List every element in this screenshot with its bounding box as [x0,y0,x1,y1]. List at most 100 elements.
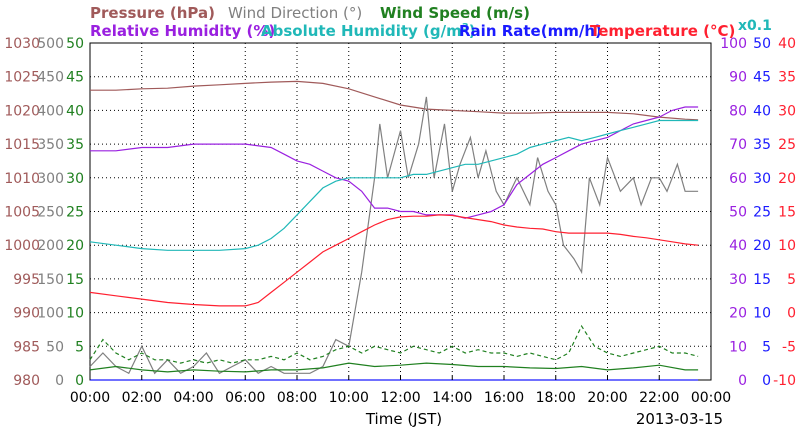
chart-date: 2013-03-15 [636,410,723,428]
legend-abs-humidity-close: ) [469,22,476,40]
x-tick-label: 00:00 [691,390,731,406]
y-tick-label-wind-speed: 0 [75,373,84,389]
y-tick-label-wind-speed: 25 [66,205,84,221]
y-tick-label-wind-direction: 450 [37,70,64,86]
y-tick-label-temperature: 5 [787,272,796,288]
abs-humidity-scale-label: x0.1 [738,18,772,34]
y-tick-label-rel-humidity: 10 [729,339,747,355]
y-tick-label-temperature: -5 [782,339,796,355]
y-tick-label-rain-rate: 0 [762,373,771,389]
y-tick-label-rel-humidity: 30 [729,272,747,288]
y-tick-label-wind-speed: 40 [66,103,84,119]
x-tick-label: 00:00 [70,390,110,406]
y-tick-label-rain-rate: 35 [753,137,771,153]
y-tick-label-wind-direction: 400 [37,103,64,119]
y-tick-label-wind-direction: 250 [37,205,64,221]
series-wind-speed-gust-m-s [89,324,699,364]
legend-rain-rate: Rain Rate(mm/h) [459,22,602,40]
legend-abs-humidity-sup: 3 [462,22,469,33]
x-tick-label: 14:00 [432,390,472,406]
x-tick-label: 20:00 [587,390,627,406]
y-tick-label-temperature: 15 [778,205,796,221]
series-group [89,80,699,381]
series-wind-direction [89,96,699,375]
y-tick-label-pressure: 1000 [4,238,40,254]
y-tick-label-wind-speed: 15 [66,272,84,288]
legend-wind-speed: Wind Speed (m/s) [380,4,530,22]
y-tick-label-wind-direction: 50 [46,339,64,355]
y-tick-label-rel-humidity: 90 [729,70,747,86]
y-tick-label-rel-humidity: 40 [729,238,747,254]
y-tick-label-pressure: 1020 [4,103,40,119]
legend-temperature: Temperature (°C) [590,22,735,40]
y-tick-label-pressure: 1025 [4,70,40,86]
y-tick-label-wind-direction: 350 [37,137,64,153]
y-tick-label-wind-direction: 200 [37,238,64,254]
legend-abs-humidity: Absolute Humidity (g/m3) [261,22,476,40]
legend-pressure: Pressure (hPa) [90,4,215,22]
y-tick-label-temperature: 40 [778,36,796,52]
y-tick-label-pressure: 1010 [4,171,40,187]
x-tick-label: 06:00 [225,390,265,406]
grid [90,43,711,380]
x-tick-label: 18:00 [536,390,576,406]
x-tick-label: 02:00 [122,390,162,406]
y-tick-label-rel-humidity: 70 [729,137,747,153]
y-tick-label-wind-speed: 50 [66,36,84,52]
y-tick-label-rain-rate: 10 [753,306,771,322]
x-tick-label: 12:00 [380,390,420,406]
y-tick-label-temperature: 25 [778,137,796,153]
y-tick-label-rain-rate: 5 [762,339,771,355]
axis-ticks: 9809859909951000100510101015102010251030… [4,36,796,406]
y-tick-label-wind-speed: 45 [66,70,84,86]
y-tick-label-temperature: 0 [787,306,796,322]
y-tick-label-wind-speed: 35 [66,137,84,153]
x-tick-label: 16:00 [484,390,524,406]
x-tick-label: 22:00 [639,390,679,406]
series-pressure-hpa [90,80,699,121]
y-tick-label-rain-rate: 40 [753,103,771,119]
y-tick-label-pressure: 1030 [4,36,40,52]
y-tick-label-temperature: 30 [778,103,796,119]
y-tick-label-temperature: -10 [773,373,796,389]
y-tick-label-pressure: 985 [13,339,40,355]
y-tick-label-rain-rate: 25 [753,205,771,221]
y-tick-label-rel-humidity: 60 [729,171,747,187]
y-tick-label-rel-humidity: 100 [720,36,747,52]
y-tick-label-wind-speed: 5 [75,339,84,355]
y-tick-label-wind-speed: 10 [66,306,84,322]
y-tick-label-rel-humidity: 50 [729,205,747,221]
y-tick-label-temperature: 35 [778,70,796,86]
legend-rel-humidity: Relative Humidity (%) [90,22,275,40]
series-absolute-humidity-g-m3-x0-1 [89,119,699,251]
x-axis-label: Time (JST) [365,410,442,428]
y-tick-label-rel-humidity: 0 [738,373,747,389]
x-tick-label: 10:00 [329,390,369,406]
y-tick-label-rain-rate: 45 [753,70,771,86]
series-wind-speed-m-s [89,362,699,373]
y-tick-label-rain-rate: 30 [753,171,771,187]
y-tick-label-pressure: 990 [13,306,40,322]
y-tick-label-wind-direction: 0 [55,373,64,389]
y-tick-label-pressure: 980 [13,373,40,389]
y-tick-label-wind-direction: 300 [37,171,64,187]
y-tick-label-rain-rate: 50 [753,36,771,52]
x-tick-label: 04:00 [173,390,213,406]
y-tick-label-wind-direction: 100 [37,306,64,322]
legend-abs-humidity-main: Absolute Humidity (g/m [261,22,462,40]
y-tick-label-rel-humidity: 20 [729,306,747,322]
y-tick-label-pressure: 1005 [4,205,40,221]
y-tick-label-temperature: 10 [778,238,796,254]
y-tick-label-rain-rate: 20 [753,238,771,254]
x-tick-label: 08:00 [277,390,317,406]
y-tick-label-wind-direction: 500 [37,36,64,52]
y-tick-label-pressure: 995 [13,272,40,288]
y-tick-label-wind-speed: 30 [66,171,84,187]
series-temperature-c [89,214,699,307]
y-tick-label-wind-direction: 150 [37,272,64,288]
y-tick-label-pressure: 1015 [4,137,40,153]
y-tick-label-wind-speed: 20 [66,238,84,254]
y-tick-label-temperature: 20 [778,171,796,187]
y-tick-label-rain-rate: 15 [753,272,771,288]
